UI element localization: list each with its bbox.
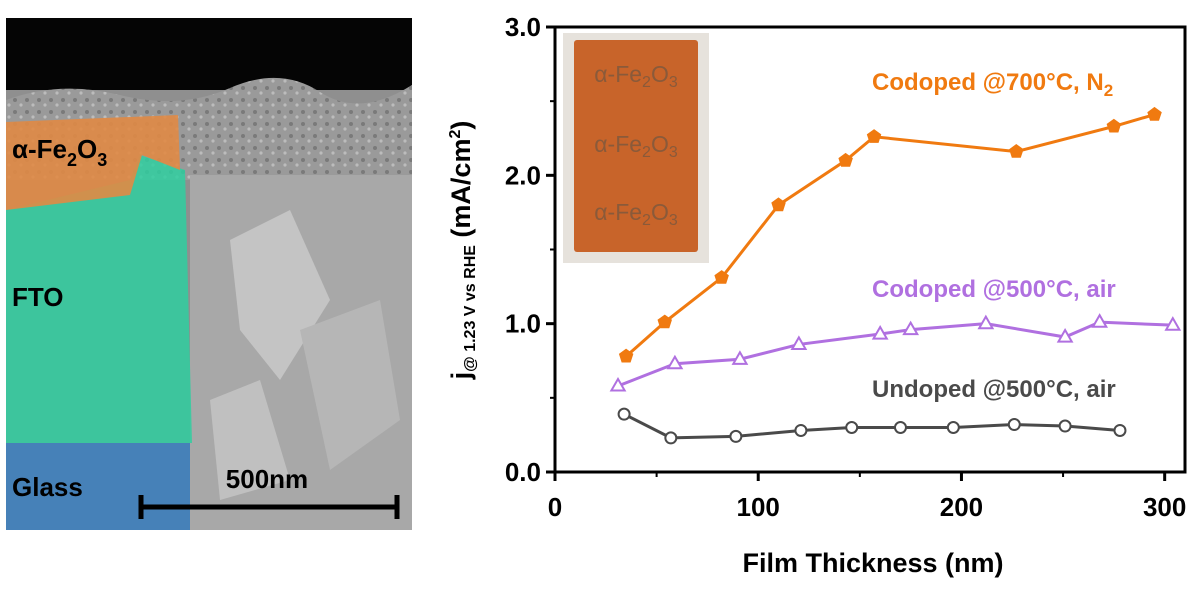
y-tick-label: 1.0 <box>505 309 541 339</box>
data-point <box>1113 423 1127 437</box>
scale-bar-label: 500nm <box>226 464 308 494</box>
x-axis-ticks: 0 100 200 300 <box>548 472 1186 522</box>
data-point <box>1091 313 1109 328</box>
glass-layer-label: Glass <box>12 472 83 502</box>
data-point <box>1009 143 1024 158</box>
x-tick-label: 300 <box>1143 492 1186 522</box>
sem-grain <box>300 300 400 470</box>
data-point <box>893 421 907 434</box>
data-point <box>657 314 672 329</box>
data-point <box>845 421 859 434</box>
x-tick-label: 100 <box>737 492 780 522</box>
fto-layer <box>6 155 192 443</box>
y-tick-label: 3.0 <box>505 12 541 42</box>
x-axis-title: Film Thickness (nm) <box>742 548 1003 578</box>
data-point <box>618 348 634 363</box>
data-point <box>731 350 749 365</box>
data-point <box>946 421 960 434</box>
scale-bar: 500nm <box>138 464 400 519</box>
data-point <box>714 270 729 284</box>
data-point <box>771 197 786 212</box>
hematite-film <box>574 40 698 252</box>
data-point <box>617 407 631 421</box>
x-tick-label: 0 <box>548 492 562 522</box>
sem-image-panel: α-Fe2O3 FTO Glass 500nm <box>6 18 412 530</box>
data-point <box>977 314 995 330</box>
photo-film-label: α-Fe2O3 <box>594 199 678 229</box>
fe2o3-layer-label: α-Fe2O3 <box>12 134 107 170</box>
data-point <box>1058 419 1072 433</box>
fto-layer-label: FTO <box>12 282 64 312</box>
x-tick-label: 200 <box>940 492 983 522</box>
sem-vacuum-region <box>6 18 412 90</box>
data-point <box>1106 118 1122 133</box>
y-tick-label: 0.0 <box>505 457 541 487</box>
data-point <box>790 335 808 350</box>
series-label-codoped-500: Codoped @500°C, air <box>872 276 1116 303</box>
series-label-codoped-700: Codoped @700°C, N2 <box>872 69 1113 100</box>
series-markers <box>609 106 1182 445</box>
y-axis-ticks: 0.0 1.0 2.0 3.0 <box>505 12 555 487</box>
sem-grain <box>210 380 290 500</box>
data-point <box>729 429 743 443</box>
series-line <box>617 320 1173 388</box>
series-label-undoped-500: Undoped @500°C, air <box>872 376 1116 403</box>
data-point <box>838 152 853 167</box>
data-point <box>1147 106 1162 121</box>
data-point <box>609 376 627 392</box>
sample-photo-inset: α-Fe2O3 α-Fe2O3 α-Fe2O3 <box>563 33 709 263</box>
data-point <box>1007 418 1021 432</box>
data-point <box>664 431 678 445</box>
data-point <box>1164 316 1182 331</box>
fe2o3-layer <box>6 115 180 210</box>
chart: 0 100 200 300 0.0 1.0 2.0 3.0 Film Thickness (… <box>446 12 1187 578</box>
y-axis-title: j@ 1.23 V vs RHE (mA/cm2) <box>446 121 479 381</box>
photo-film-label: α-Fe2O3 <box>594 131 678 161</box>
y-tick-label: 2.0 <box>505 160 541 190</box>
photo-film-label: α-Fe2O3 <box>594 61 678 91</box>
data-point <box>902 320 920 336</box>
data-point <box>866 129 882 143</box>
data-point <box>1056 328 1074 343</box>
series-line <box>623 412 1121 440</box>
data-point <box>871 325 889 340</box>
data-point <box>666 354 684 370</box>
data-point <box>794 423 808 437</box>
